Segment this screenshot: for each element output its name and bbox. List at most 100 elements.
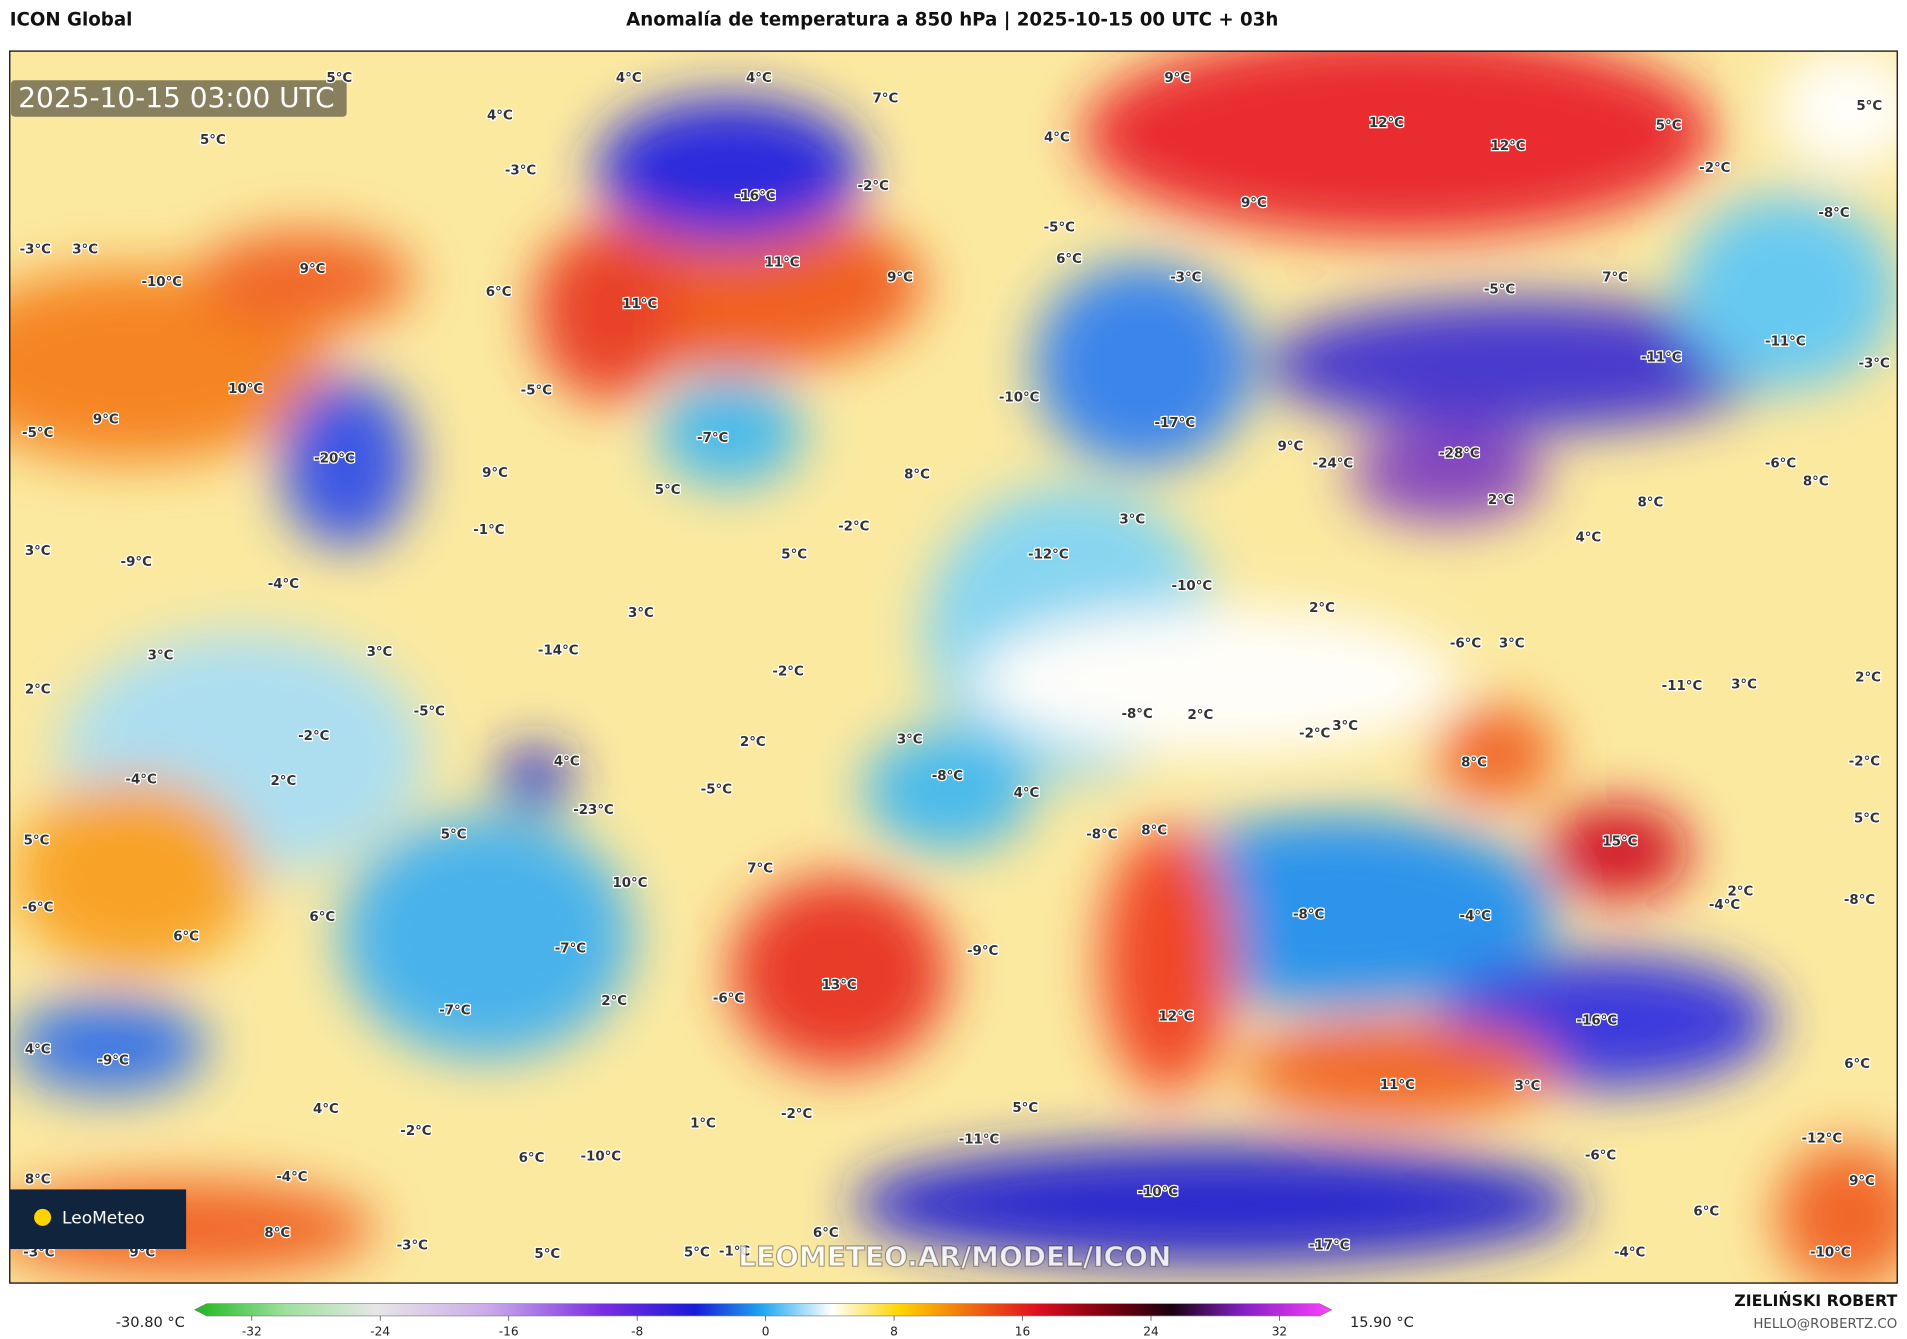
author-name: ZIELIŃSKI ROBERT — [1734, 1291, 1897, 1310]
temperature-label: -8°C — [1293, 908, 1324, 923]
temperature-label: 9°C — [482, 466, 508, 481]
temperature-label: 5°C — [781, 548, 807, 563]
temperature-label: -2°C — [1849, 754, 1880, 769]
temperature-label: -2°C — [772, 664, 803, 679]
temperature-label: -5°C — [22, 426, 53, 441]
temperature-label: 5°C — [24, 833, 50, 848]
temperature-label: -6°C — [1765, 456, 1796, 471]
temperature-label: 5°C — [1012, 1101, 1038, 1116]
temperature-label: -2°C — [1699, 161, 1730, 176]
temperature-label: 6°C — [309, 910, 335, 925]
temperature-label: -8°C — [1844, 893, 1875, 908]
temperature-label: -9°C — [97, 1053, 128, 1068]
temperature-label: -11°C — [959, 1133, 1000, 1148]
map — [9, 51, 1898, 1284]
temperature-label: 9°C — [1241, 196, 1267, 211]
colorbar-tick-label: -8 — [631, 1324, 643, 1338]
temperature-label: 3°C — [367, 645, 393, 660]
colorbar-min: -30.80 °C — [116, 1314, 185, 1331]
temperature-label: 6°C — [1693, 1204, 1719, 1219]
temperature-label: 5°C — [1656, 118, 1682, 133]
temperature-label: -9°C — [967, 944, 998, 959]
temperature-label: -10°C — [141, 275, 182, 290]
temperature-label: 15°C — [1602, 835, 1637, 850]
temperature-label: 4°C — [1014, 786, 1040, 801]
temperature-label: -6°C — [1450, 636, 1481, 651]
colorbar — [193, 1303, 1333, 1317]
temperature-label: 10°C — [228, 382, 263, 397]
temperature-label: 8°C — [1803, 475, 1829, 490]
temperature-label: -20°C — [314, 451, 355, 466]
temperature-label: -10°C — [1810, 1246, 1851, 1261]
temperature-label: 5°C — [655, 483, 681, 498]
temperature-label: 2°C — [1309, 601, 1335, 616]
temperature-label: 4°C — [746, 71, 772, 86]
temperature-label: -3°C — [1170, 270, 1201, 285]
temperature-label: 12°C — [1491, 139, 1526, 154]
temperature-label: 9°C — [1277, 439, 1303, 454]
temperature-label: 9°C — [93, 413, 119, 428]
temperature-label: 9°C — [300, 262, 326, 277]
temperature-label: -4°C — [276, 1170, 307, 1185]
temperature-label: 9°C — [887, 270, 913, 285]
temperature-label: -3°C — [505, 163, 536, 178]
temperature-label: -5°C — [1044, 220, 1075, 235]
temperature-label: 11°C — [622, 297, 657, 312]
temperature-label: 4°C — [1044, 130, 1070, 145]
temperature-label: 3°C — [1499, 636, 1525, 651]
temperature-label: 7°C — [747, 861, 773, 876]
temperature-label: 9°C — [1164, 71, 1190, 86]
temperature-label: 5°C — [326, 71, 352, 86]
temperature-label: -1°C — [473, 523, 504, 538]
logo: LeoMeteo — [62, 1208, 145, 1228]
temperature-label: -8°C — [1121, 707, 1152, 722]
temperature-label: 4°C — [1575, 531, 1601, 546]
temperature-label: 7°C — [873, 92, 899, 107]
temperature-label: -1°C — [719, 1244, 750, 1259]
temperature-label: 8°C — [1637, 495, 1663, 510]
colorbar-tick-label: -32 — [242, 1324, 262, 1338]
temperature-label: -4°C — [125, 773, 156, 788]
author-email: HELLO@ROBERTZ.CO — [1753, 1317, 1897, 1332]
temperature-label: 3°C — [1515, 1079, 1541, 1094]
temperature-label: -6°C — [713, 991, 744, 1006]
temperature-label: -17°C — [1155, 416, 1196, 431]
temperature-label: -2°C — [298, 729, 329, 744]
map-frame — [9, 50, 1898, 1284]
temperature-label: 6°C — [1844, 1057, 1870, 1072]
temperature-label: -12°C — [1802, 1131, 1843, 1146]
temperature-label: 2°C — [601, 994, 627, 1009]
temperature-label: 3°C — [1119, 512, 1145, 527]
map-title: Anomalía de temperatura a 850 hPa | 2025… — [626, 10, 1278, 31]
temperature-label: 3°C — [897, 732, 923, 747]
temperature-label: 5°C — [1854, 811, 1880, 826]
temperature-label: 8°C — [264, 1226, 290, 1241]
temperature-label: 3°C — [628, 606, 654, 621]
temperature-label: -10°C — [580, 1150, 621, 1165]
temperature-label: 11°C — [764, 256, 799, 271]
temperature-label: -6°C — [1585, 1148, 1616, 1163]
temperature-label: 6°C — [173, 929, 199, 944]
logo-sun — [34, 1208, 52, 1226]
temperature-label: -4°C — [268, 577, 299, 592]
colorbar-max: 15.90 °C — [1350, 1314, 1414, 1331]
temperature-label: 2°C — [1488, 493, 1514, 508]
temperature-label: 6°C — [519, 1151, 545, 1166]
temperature-label: -3°C — [20, 242, 51, 257]
temperature-label: 5°C — [200, 133, 226, 148]
temperature-label: 4°C — [313, 1102, 339, 1117]
temperature-label: 2°C — [1727, 884, 1753, 899]
temperature-label: -2°C — [1299, 726, 1330, 741]
temperature-label: 13°C — [822, 978, 857, 993]
temperature-label: 10°C — [612, 876, 647, 891]
temperature-label: 6°C — [486, 285, 512, 300]
temperature-label: -16°C — [735, 189, 776, 204]
temperature-label: -5°C — [1484, 282, 1515, 297]
temperature-label: 8°C — [1141, 824, 1167, 839]
temperature-label: 5°C — [1856, 99, 1882, 114]
temperature-label: 1°C — [690, 1117, 716, 1132]
temperature-label: -6°C — [22, 900, 53, 915]
temperature-label: -5°C — [414, 704, 445, 719]
temperature-label: -16°C — [1577, 1013, 1618, 1028]
